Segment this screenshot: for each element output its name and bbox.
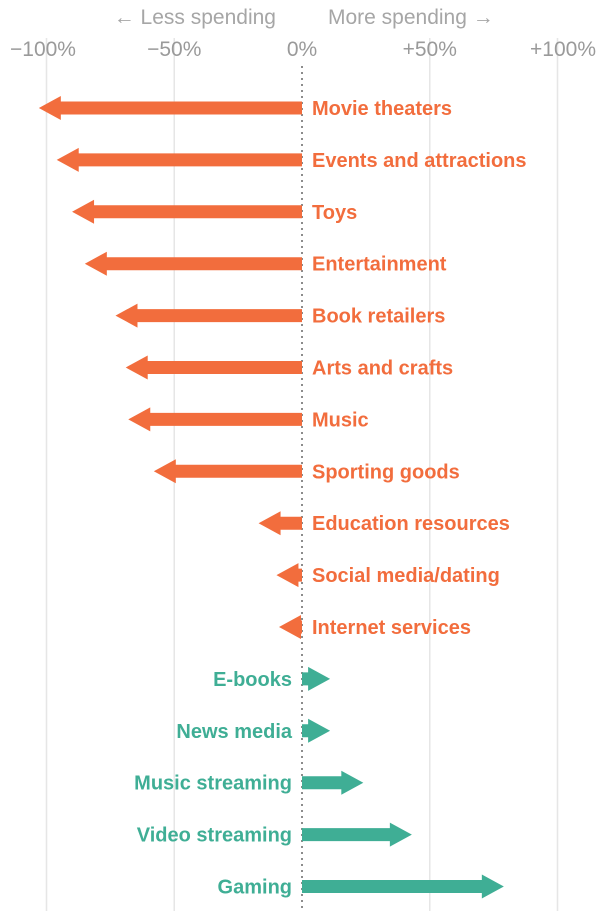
x-tick-label: +50%	[403, 38, 457, 61]
arrow-music	[128, 407, 302, 432]
arrows	[38, 96, 504, 899]
category-label-entertainment: Entertainment	[312, 254, 447, 276]
arrow-internet-services	[279, 615, 302, 639]
category-label-gaming: Gaming	[218, 877, 292, 899]
arrow-video-streaming	[302, 822, 412, 847]
category-label-news-media: News media	[176, 721, 292, 743]
direction-labels: ← Less spending More spending →	[114, 6, 494, 29]
category-label-internet-services: Internet services	[312, 617, 471, 639]
category-label-social-media-dating: Social media/dating	[312, 565, 500, 587]
x-tick-label: 0%	[287, 38, 317, 61]
arrow-sporting-goods	[153, 459, 302, 484]
gridlines	[45, 38, 559, 911]
arrow-social-media-dating	[276, 563, 302, 588]
arrow-e-books	[302, 666, 331, 691]
arrow-movie-theaters	[38, 96, 303, 120]
category-label-music: Music	[312, 409, 369, 431]
category-label-sporting-goods: Sporting goods	[312, 461, 460, 483]
category-label-music-streaming: Music streaming	[134, 773, 292, 795]
less-spending-label: ← Less spending	[114, 6, 276, 29]
arrow-toys	[72, 199, 302, 224]
arrow-music-streaming	[302, 770, 364, 795]
category-label-toys: Toys	[312, 202, 357, 224]
category-label-video-streaming: Video streaming	[137, 825, 292, 847]
arrow-gaming	[302, 874, 504, 899]
arrow-arts-and-crafts	[125, 355, 302, 380]
category-label-book-retailers: Book retailers	[312, 306, 445, 328]
arrow-news-media	[302, 718, 331, 743]
more-spending-label: More spending →	[328, 6, 494, 29]
arrow-entertainment	[84, 251, 302, 276]
category-label-e-books: E-books	[213, 669, 292, 691]
category-label-movie-theaters: Movie theaters	[312, 98, 452, 120]
category-label-events-and-attractions: Events and attractions	[312, 150, 527, 172]
arrow-events-and-attractions	[56, 147, 302, 172]
arrow-education-resources	[258, 511, 302, 536]
category-labels: Movie theaters Events and attractions Toys…	[134, 98, 526, 899]
x-tick-label: +100%	[530, 38, 596, 61]
x-tick-label: −100%	[10, 38, 76, 61]
category-label-education-resources: Education resources	[312, 513, 510, 535]
category-label-arts-and-crafts: Arts and crafts	[312, 358, 453, 380]
x-tick-label: −50%	[147, 38, 201, 61]
x-axis-ticks: −100% −50% 0% +50% +100%	[10, 38, 596, 61]
arrow-book-retailers	[115, 303, 302, 328]
